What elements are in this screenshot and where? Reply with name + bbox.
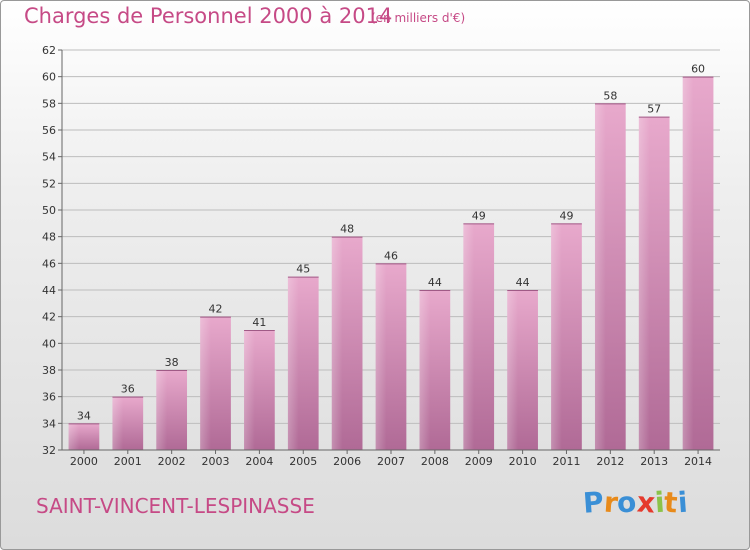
x-tick-label: 2004 — [245, 455, 273, 468]
bar-value-label: 38 — [165, 356, 179, 369]
bar-highlight — [112, 396, 124, 450]
chart-subtitle: (en milliers d'€) — [371, 11, 466, 25]
x-tick-label: 2013 — [640, 455, 668, 468]
logo-letter: o — [616, 485, 638, 520]
proxiti-logo[interactable]: Proxiti — [581, 485, 689, 520]
commune-name: SAINT-VINCENT-LESPINASSE — [36, 494, 315, 518]
y-tick-label: 44 — [42, 284, 56, 297]
y-tick-label: 52 — [42, 177, 56, 190]
y-tick-label: 56 — [42, 124, 56, 137]
y-tick-label: 32 — [42, 444, 56, 457]
chart-title: Charges de Personnel 2000 à 2014 — [24, 4, 393, 28]
bar-value-label: 49 — [472, 209, 486, 222]
x-tick-label: 2009 — [465, 455, 493, 468]
x-tick-label: 2003 — [202, 455, 230, 468]
bar-value-label: 58 — [603, 89, 617, 102]
y-tick-label: 46 — [42, 257, 56, 270]
bar-highlight — [68, 423, 80, 450]
y-tick-label: 42 — [42, 311, 56, 324]
bar-value-label: 34 — [77, 409, 91, 422]
x-tick-label: 2002 — [158, 455, 186, 468]
x-tick-label: 2011 — [552, 455, 580, 468]
x-tick-label: 2010 — [509, 455, 537, 468]
x-tick-label: 2006 — [333, 455, 361, 468]
bar-value-label: 36 — [121, 383, 135, 396]
bar-value-label: 49 — [559, 209, 573, 222]
y-tick-label: 38 — [42, 364, 56, 377]
y-tick-label: 54 — [42, 151, 56, 164]
bar-highlight — [551, 223, 562, 450]
bar-value-label: 60 — [691, 63, 705, 76]
bar-highlight — [419, 290, 431, 450]
bar-highlight — [463, 223, 475, 450]
bar-value-label: 45 — [296, 263, 310, 276]
bar-highlight — [287, 276, 299, 450]
x-tick-label: 2012 — [596, 455, 624, 468]
bar-highlight — [331, 236, 343, 450]
x-tick-label: 2001 — [114, 455, 142, 468]
bar-value-label: 46 — [384, 249, 398, 262]
bar-highlight — [638, 116, 650, 451]
logo-letter: i — [676, 485, 689, 520]
y-tick-label: 40 — [42, 337, 56, 350]
logo-letter: x — [635, 485, 656, 520]
x-tick-label: 2007 — [377, 455, 405, 468]
bar-value-label: 48 — [340, 223, 354, 236]
x-tick-label: 2005 — [289, 455, 317, 468]
bar-highlight — [375, 263, 387, 450]
y-tick-label: 36 — [42, 391, 56, 404]
bar-highlight — [156, 370, 168, 450]
bar-value-label: 42 — [209, 303, 223, 316]
bar-value-label: 57 — [647, 103, 661, 116]
logo-letter: P — [581, 485, 605, 520]
bar-highlight — [682, 76, 694, 451]
y-tick-label: 50 — [42, 204, 56, 217]
x-tick-label: 2014 — [684, 455, 712, 468]
y-tick-label: 58 — [42, 97, 56, 110]
bar-highlight — [594, 103, 606, 450]
bar-value-label: 44 — [428, 276, 442, 289]
bar-highlight — [244, 330, 255, 450]
bar-value-label: 44 — [516, 276, 530, 289]
bar-highlight — [200, 316, 211, 450]
y-tick-label: 60 — [42, 71, 56, 84]
y-tick-label: 34 — [42, 417, 56, 430]
bar-value-label: 41 — [252, 316, 266, 329]
x-tick-label: 2008 — [421, 455, 449, 468]
x-tick-label: 2000 — [70, 455, 98, 468]
bar-highlight — [507, 290, 518, 450]
y-tick-label: 48 — [42, 231, 56, 244]
y-tick-label: 62 — [42, 44, 56, 57]
